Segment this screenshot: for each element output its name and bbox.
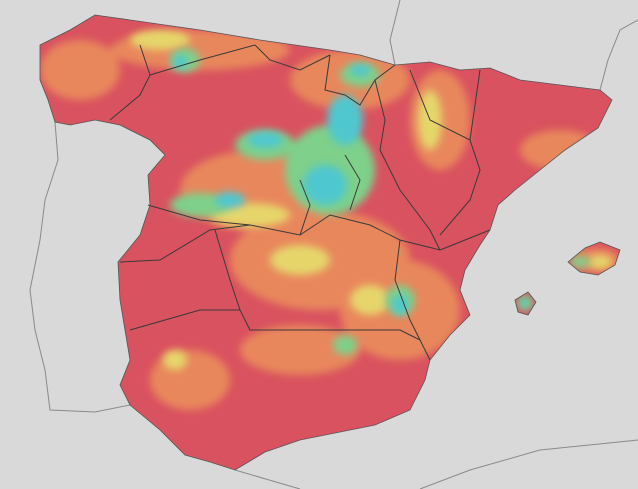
coastline: [39, 14, 621, 471]
region-borders: [109, 44, 491, 361]
cyan-zones: [173, 55, 529, 315]
neighbour-borders: [29, 0, 638, 489]
